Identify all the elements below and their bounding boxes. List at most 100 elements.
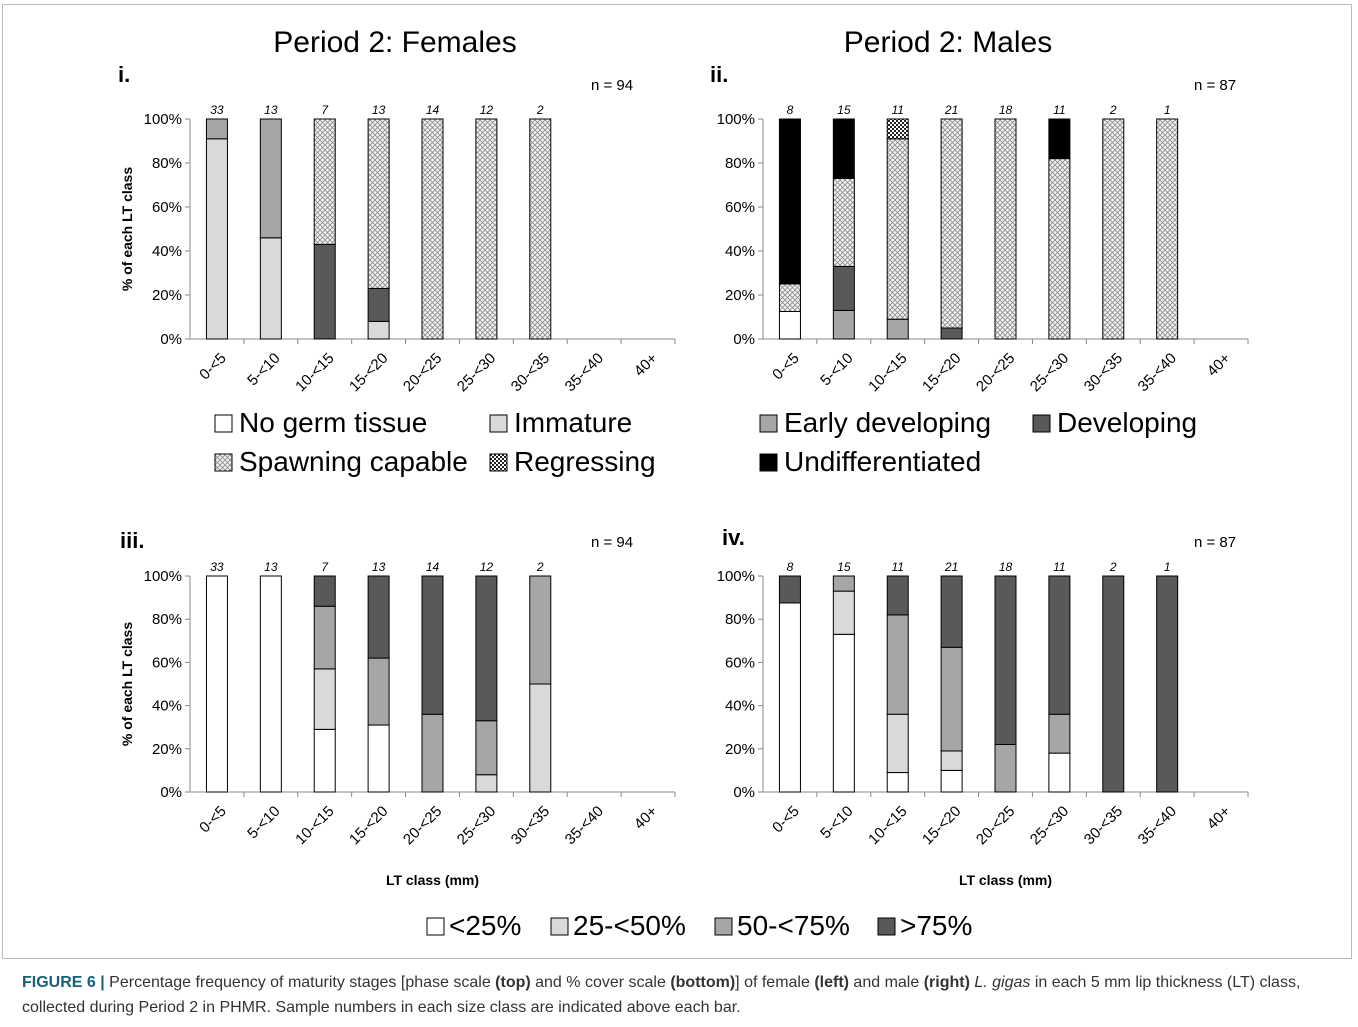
- bar-segment: [832, 309, 855, 340]
- panel-label: i.: [118, 62, 130, 87]
- bar-segment: [940, 646, 963, 752]
- bar-segment: [1156, 118, 1179, 340]
- legend-item: Undifferentiated: [759, 446, 981, 477]
- x-tick-label: 20-<25: [973, 803, 1018, 848]
- bar-segment: [886, 138, 909, 320]
- x-tick-label: 0-<5: [769, 350, 803, 384]
- bar-segment: [886, 575, 909, 616]
- bar-segment: [529, 683, 552, 793]
- bar-segment: [994, 575, 1017, 745]
- sample-count-label: 14: [426, 103, 440, 117]
- legend-item: 25-<50%: [550, 910, 686, 941]
- bar-segment: [940, 769, 963, 793]
- y-tick-label: 40%: [725, 243, 755, 260]
- x-tick-label: 5-<10: [817, 803, 856, 842]
- chart-title: Period 2: Males: [844, 26, 1052, 59]
- x-tick-label: 25-<30: [454, 803, 499, 848]
- sample-size-label: n = 94: [591, 77, 633, 94]
- bar-segment: [313, 728, 336, 793]
- x-tick-label: 25-<30: [1027, 350, 1072, 395]
- y-tick-label: 80%: [725, 155, 755, 172]
- bar-segment: [832, 575, 855, 592]
- x-tick-label: 10-<15: [292, 803, 337, 848]
- x-tick-label: 10-<15: [865, 803, 910, 848]
- x-tick-label: 30-<35: [508, 350, 553, 395]
- legend-label: Regressing: [514, 446, 656, 477]
- bar-segment: [778, 575, 801, 604]
- sample-count-label: 14: [426, 560, 440, 574]
- y-tick-label: 60%: [152, 199, 182, 216]
- legend-label: Early developing: [784, 407, 991, 438]
- x-tick-label: 40+: [631, 350, 661, 380]
- legend-swatch: [214, 453, 233, 472]
- y-tick-label: 0%: [733, 331, 755, 348]
- legend-swatch: [426, 917, 445, 936]
- legend-item: Early developing: [759, 407, 991, 438]
- sample-count-label: 33: [210, 560, 224, 574]
- y-tick-label: 100%: [144, 111, 182, 128]
- sample-count-label: 2: [1109, 560, 1117, 574]
- caption-text-4: and male: [848, 974, 924, 991]
- legend-swatch: [550, 917, 569, 936]
- bar-segment: [886, 614, 909, 715]
- bar-segment: [259, 237, 282, 340]
- legend-swatch: [214, 414, 233, 433]
- y-tick-label: 20%: [152, 287, 182, 304]
- bar-segment: [205, 575, 228, 793]
- bar-segment: [313, 243, 336, 340]
- bar-segment: [1048, 713, 1071, 754]
- x-tick-label: 20-<25: [400, 803, 445, 848]
- chart-panel-1: Period 2: Females i. n = 94 0% 20% 40% 60% 80% 1…: [118, 26, 676, 395]
- y-tick-label: 20%: [152, 741, 182, 758]
- legend-item: Spawning capable: [214, 446, 468, 477]
- legend-item: 50-<75%: [714, 910, 850, 941]
- bar-segment: [940, 575, 963, 648]
- caption-bottom: (bottom): [670, 974, 736, 991]
- x-tick-label: 35-<40: [562, 350, 607, 395]
- x-tick-label: 25-<30: [454, 350, 499, 395]
- x-tick-label: 35-<40: [1135, 350, 1180, 395]
- legend-item: Immature: [489, 407, 632, 438]
- panel-label: iii.: [120, 528, 144, 553]
- x-tick-label: 0-<5: [196, 803, 230, 837]
- y-tick-label: 40%: [725, 698, 755, 715]
- bar-segment: [1156, 575, 1179, 793]
- figure-frame: [2, 4, 1352, 959]
- legend-swatch: [759, 414, 778, 433]
- figure-caption: FIGURE 6 | Percentage frequency of matur…: [22, 970, 1322, 1020]
- sample-count-label: 33: [210, 103, 224, 117]
- legend-label: No germ tissue: [239, 407, 427, 438]
- x-tick-label: 30-<35: [1081, 803, 1126, 848]
- sample-count-label: 13: [372, 103, 386, 117]
- x-tick-label: 10-<15: [865, 350, 910, 395]
- legend-item: Regressing: [489, 446, 656, 477]
- sample-count-label: 1: [1164, 103, 1171, 117]
- x-axis-label: LT class (mm): [959, 872, 1052, 888]
- bar-segment: [367, 575, 390, 659]
- bar-segment: [205, 118, 228, 140]
- sample-size-label: n = 87: [1194, 534, 1236, 551]
- bar-segment: [421, 118, 444, 340]
- legend-label: Immature: [514, 407, 632, 438]
- bar-segment: [367, 724, 390, 793]
- bar-segment: [529, 575, 552, 685]
- bar-segment: [832, 633, 855, 793]
- bar-segment: [529, 118, 552, 340]
- bar-segment: [259, 118, 282, 239]
- bar-segment: [1102, 575, 1125, 793]
- x-tick-label: 5-<10: [244, 350, 283, 389]
- x-tick-label: 15-<20: [346, 350, 391, 395]
- sample-count-label: 15: [837, 103, 851, 117]
- sample-count-label: 21: [944, 103, 958, 117]
- bar-segment: [367, 287, 390, 322]
- bar-segment: [1048, 575, 1071, 715]
- sample-count-label: 11: [1053, 560, 1065, 574]
- legend-item: <25%: [426, 910, 521, 941]
- legend-swatch: [759, 453, 778, 472]
- legend-label: 50-<75%: [737, 910, 850, 941]
- bar-segment: [313, 668, 336, 730]
- x-tick-label: 5-<10: [817, 350, 856, 389]
- sample-count-label: 13: [264, 560, 278, 574]
